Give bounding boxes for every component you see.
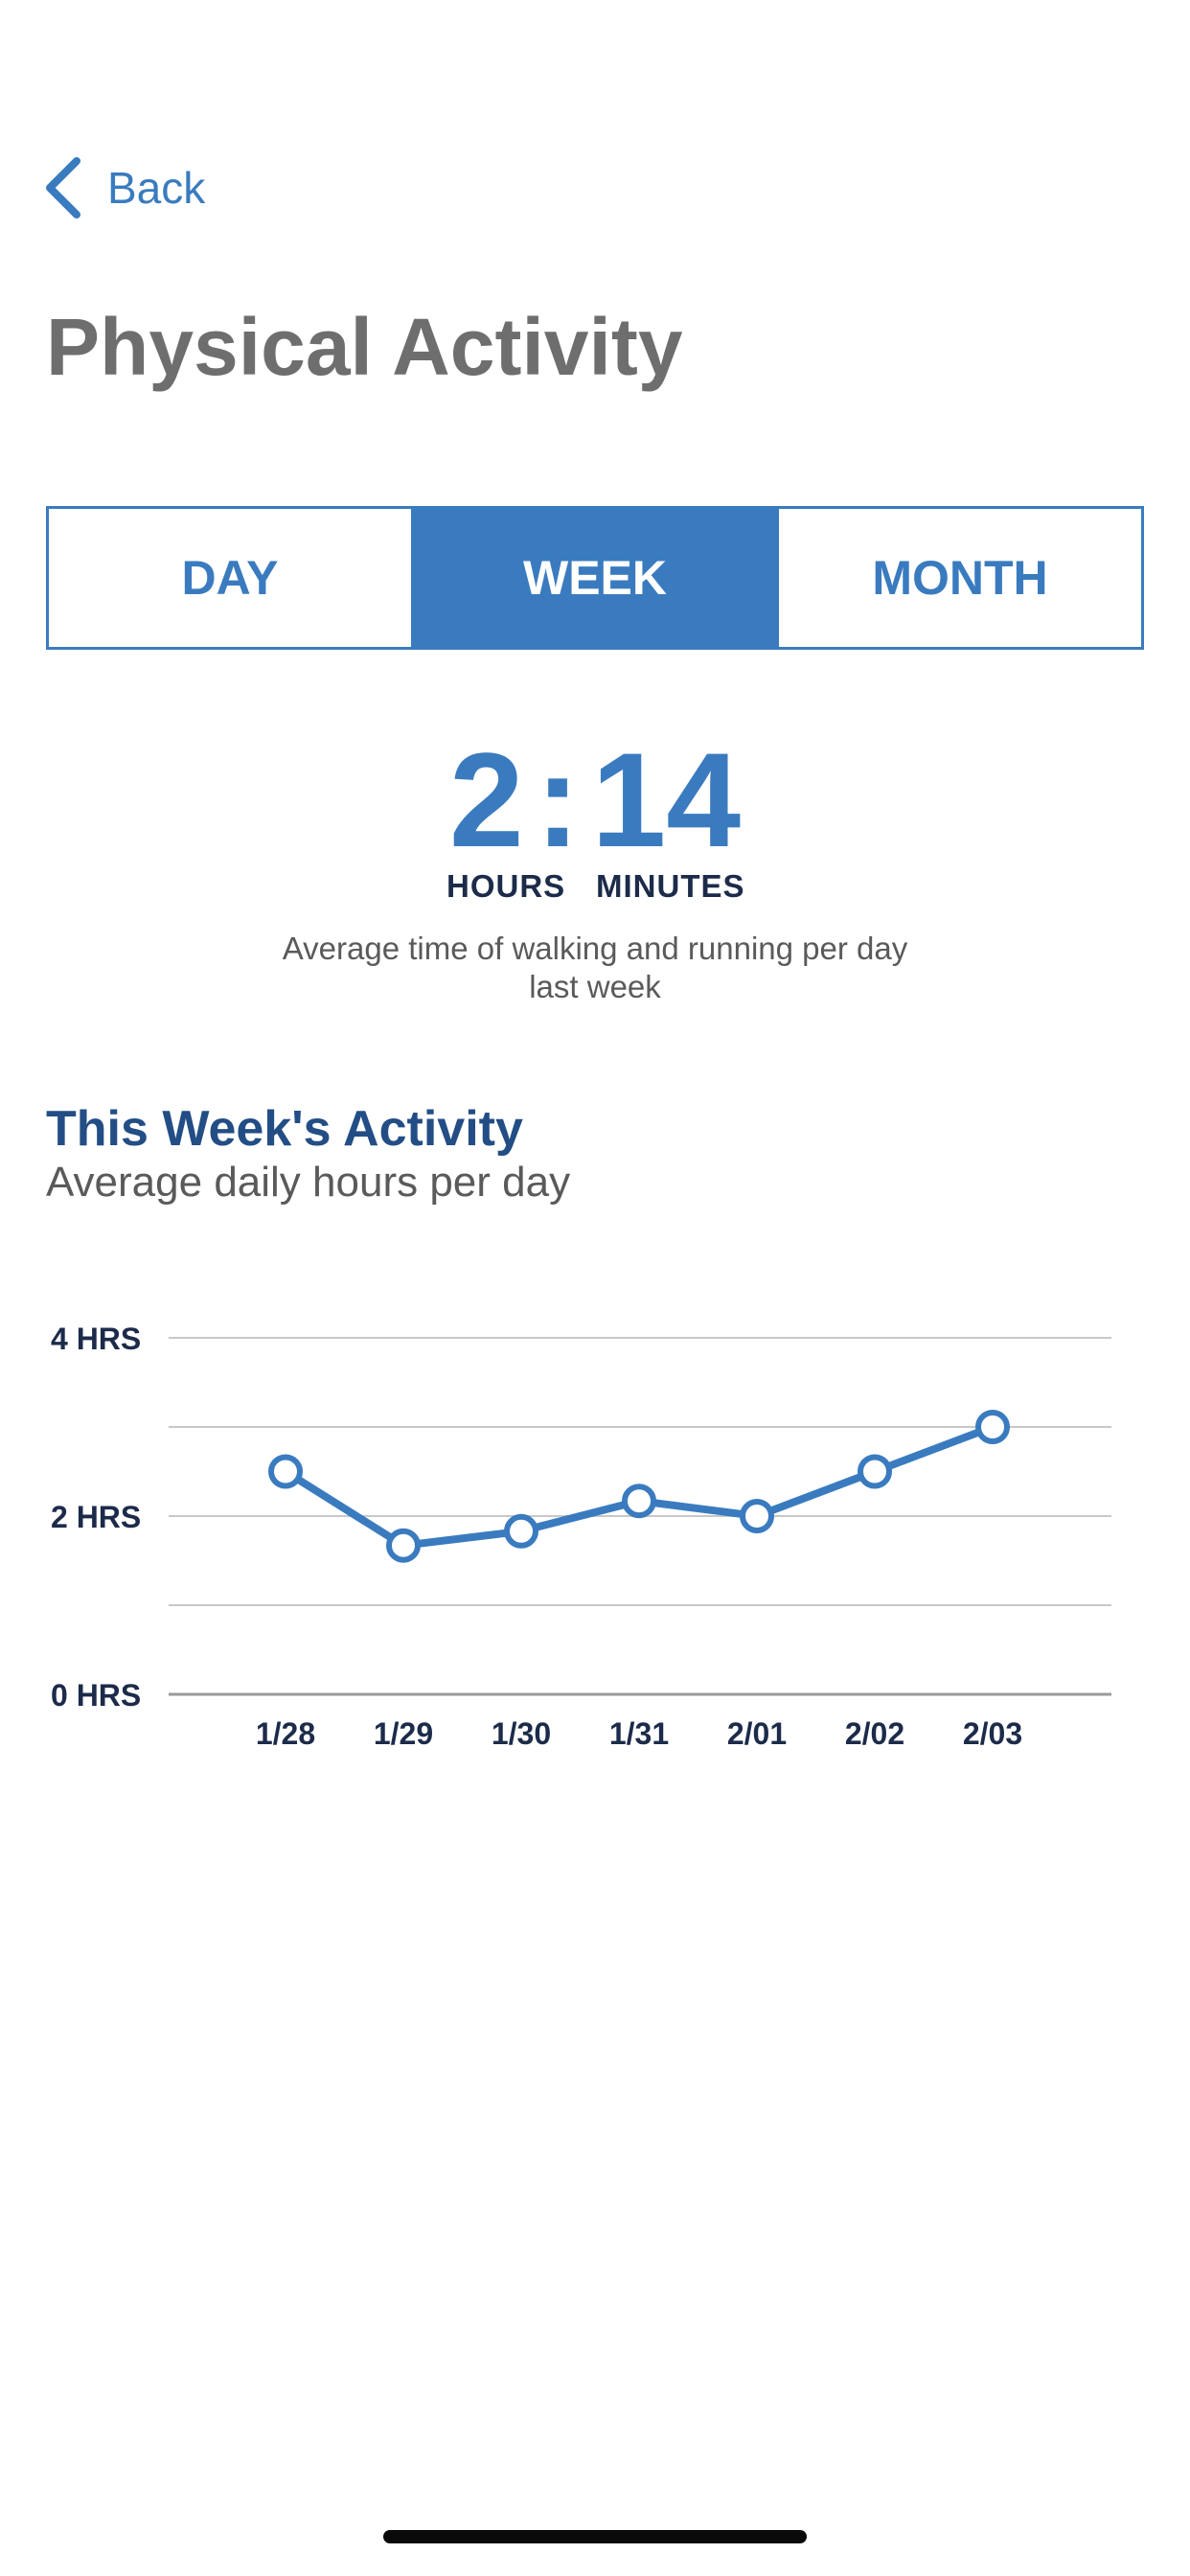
y-tick-label: 2 HRS [51,1500,141,1534]
y-tick-label: 4 HRS [51,1322,141,1356]
page-title: Physical Activity [46,302,683,392]
average-time-display: 2:14 [0,728,1190,872]
activity-line-chart: 0 HRS 2 HRS 4 HRS 1/28 1/29 1/30 1/31 2/01 2/02 2… [51,1322,1111,1751]
section-subtitle: Average daily hours per day [46,1159,571,1206]
home-indicator [383,2530,807,2543]
data-point [975,1410,1010,1444]
tab-month[interactable]: MONTH [872,551,1048,605]
hours-value: 2 [448,724,524,875]
x-tick-label: 1/31 [609,1716,669,1751]
chevron-left-icon [46,157,80,218]
data-point [386,1528,421,1563]
data-point [858,1454,892,1489]
data-point [268,1454,303,1489]
data-point [622,1484,656,1519]
x-tick-label: 2/03 [963,1716,1022,1751]
period-segmented-control: DAY WEEK MONTH [46,506,1144,650]
back-button[interactable]: Back [44,153,205,222]
minutes-label: MINUTES [596,868,745,904]
average-description-line2: last week [529,969,661,1004]
average-description: Average time of walking and running per … [260,930,930,1006]
average-description-line1: Average time of walking and running per … [282,931,908,966]
data-point [740,1499,774,1533]
data-point [504,1513,538,1549]
x-tick-label: 2/01 [727,1716,787,1751]
tab-day[interactable]: DAY [49,509,414,647]
minutes-value: 14 [591,724,742,875]
back-label: Back [107,163,206,213]
x-tick-label: 1/28 [256,1716,315,1751]
tab-week[interactable]: WEEK [414,509,779,647]
time-units: HOURS MINUTES [0,868,1190,910]
x-tick-label: 2/02 [845,1716,904,1751]
x-tick-label: 1/29 [374,1716,433,1751]
section-title: This Week's Activity [46,1101,523,1157]
x-tick-label: 1/30 [492,1716,551,1751]
y-tick-label: 0 HRS [51,1678,141,1713]
hours-label: HOURS [446,868,566,904]
time-separator: : [535,724,581,875]
